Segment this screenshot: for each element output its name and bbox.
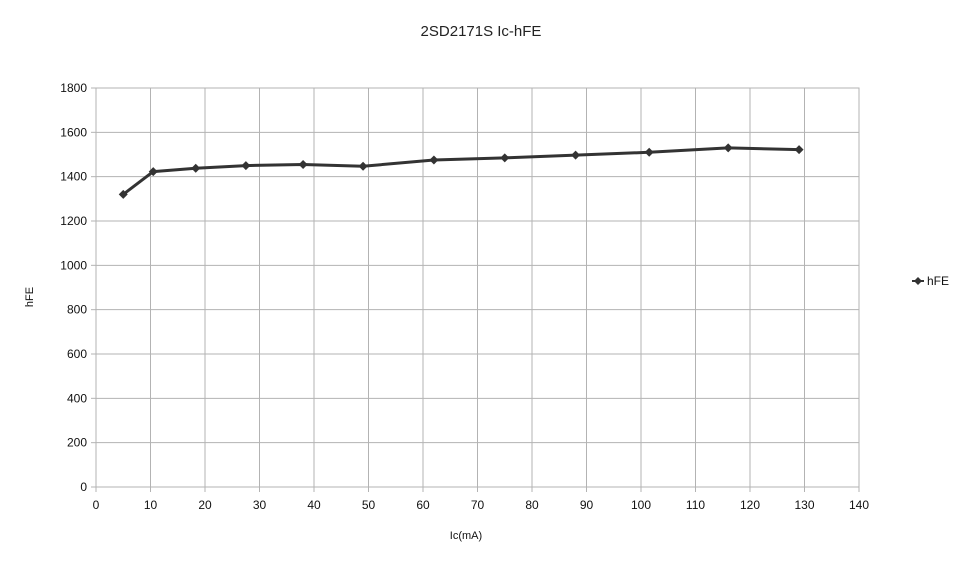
- x-tick-label: 130: [794, 498, 814, 512]
- data-point: [241, 161, 251, 171]
- x-tick-label: 80: [525, 498, 539, 512]
- x-tick-label: 90: [580, 498, 594, 512]
- y-tick-label: 1600: [60, 125, 87, 139]
- x-tick-label: 0: [93, 498, 100, 512]
- data-point: [794, 145, 804, 155]
- data-point: [191, 163, 201, 173]
- y-tick-label: 1200: [60, 214, 87, 228]
- series-layer: [118, 143, 804, 199]
- x-tick-label: 40: [307, 498, 321, 512]
- legend-marker: [914, 277, 922, 285]
- x-tick-labels: 0 10 20 30 40 50 60 70 80 90 100 110 120 130 140: [93, 498, 870, 512]
- y-tick-label: 1400: [60, 170, 87, 184]
- y-tick-label: 200: [67, 436, 87, 450]
- x-axis-label: Ic(mA): [450, 530, 482, 542]
- x-tick-label: 50: [362, 498, 376, 512]
- x-tick-label: 100: [631, 498, 651, 512]
- data-point: [148, 167, 158, 177]
- chart-title: 2SD2171S Ic-hFE: [421, 23, 542, 40]
- x-tick-label: 60: [416, 498, 430, 512]
- x-tick-label: 30: [253, 498, 267, 512]
- series-line-hfe: [122, 146, 800, 196]
- data-point: [429, 155, 439, 165]
- x-tick-label: 70: [471, 498, 485, 512]
- data-point: [644, 147, 654, 157]
- y-tick-label: 600: [67, 347, 87, 361]
- y-tick-label: 800: [67, 303, 87, 317]
- data-point: [118, 189, 128, 199]
- x-tick-label: 120: [740, 498, 760, 512]
- data-point: [500, 153, 510, 163]
- data-point: [571, 150, 581, 160]
- plot-border: [95, 87, 860, 488]
- y-tick-label: 1800: [60, 81, 87, 95]
- axes: [91, 87, 860, 492]
- y-axis-label: hFE: [24, 287, 36, 307]
- legend-entry-hfe: hFE: [927, 274, 949, 288]
- x-tick-label: 140: [849, 498, 869, 512]
- y-tick-labels: 0 200 400 600 800 1000 1200 1400 1600 1800: [60, 81, 87, 494]
- y-tick-label: 0: [80, 480, 87, 494]
- data-point: [358, 161, 368, 171]
- x-tick-label: 20: [198, 498, 212, 512]
- y-tick-label: 400: [67, 391, 87, 405]
- data-point: [298, 159, 308, 169]
- x-tick-label: 10: [144, 498, 158, 512]
- x-tick-label: 110: [686, 498, 705, 512]
- legend: hFE: [912, 274, 949, 288]
- data-point: [723, 143, 733, 153]
- y-tick-label: 1000: [60, 258, 87, 272]
